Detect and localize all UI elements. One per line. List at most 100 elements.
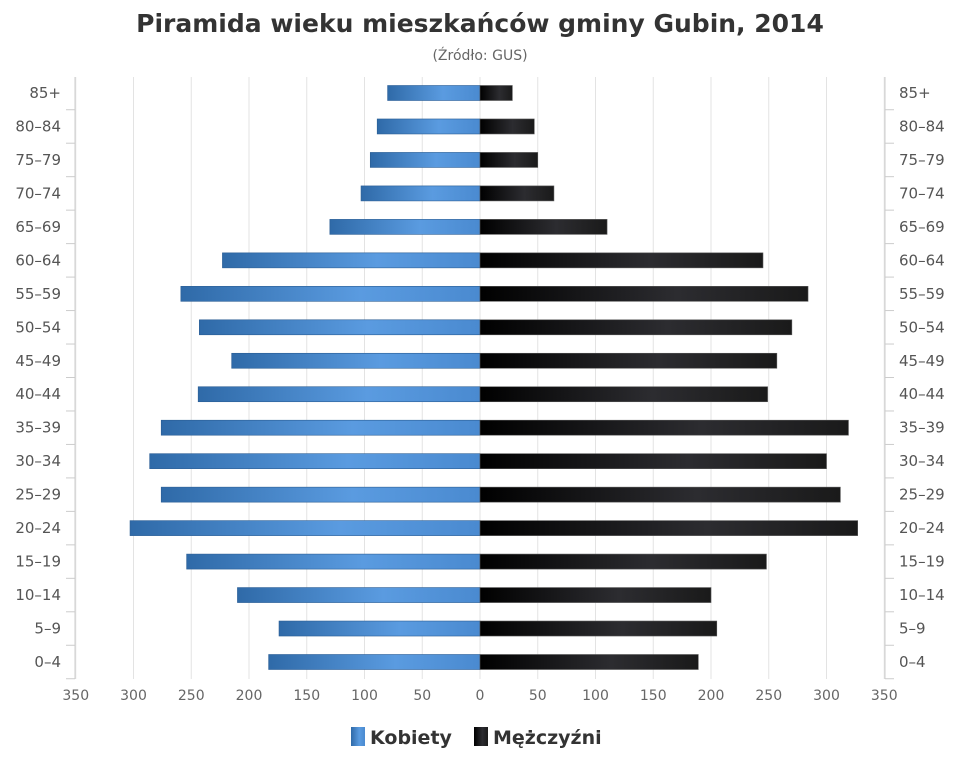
category-label-left: 55–59 — [15, 285, 61, 303]
category-label-right: 15–19 — [899, 553, 945, 571]
bar-kobiety-15-19 — [186, 553, 481, 570]
legend-swatch-mezczyzni — [474, 727, 488, 746]
bar-mezczyzni-25-29 — [479, 486, 841, 503]
bar-kobiety-75-79 — [369, 152, 481, 168]
bar-mezczyzni-55-59 — [479, 286, 809, 302]
x-tick-label: 200 — [236, 688, 263, 704]
bar-mezczyzni-40-44 — [479, 386, 768, 403]
category-label-right: 5–9 — [899, 620, 926, 638]
bar-mezczyzni-45-49 — [479, 352, 778, 369]
legend-swatch-kobiety — [351, 727, 365, 746]
category-label-left: 35–39 — [15, 419, 61, 437]
category-label-left: 10–14 — [15, 586, 61, 604]
category-label-left: 50–54 — [15, 318, 61, 336]
x-tick-label: 0 — [476, 688, 485, 704]
x-axis-ticks: 350 300 250 200 150 100 50 0 50 100 150 200 250 300 35… — [62, 688, 897, 704]
category-label-right: 25–29 — [899, 486, 945, 504]
bar-kobiety-60-64 — [222, 252, 481, 269]
legend: Kobiety Mężczyźni — [351, 727, 602, 749]
category-label-left: 45–49 — [15, 352, 61, 370]
category-label-right: 0–4 — [899, 653, 926, 671]
category-label-left: 70–74 — [15, 184, 61, 202]
x-tick-label: 200 — [698, 688, 725, 704]
category-label-left: 60–64 — [15, 251, 61, 269]
bar-kobiety-30-34 — [149, 453, 481, 469]
bar-mezczyzni-75-79 — [479, 152, 539, 168]
bar-kobiety-65-69 — [329, 219, 481, 235]
category-label-right: 35–39 — [899, 419, 945, 437]
x-tick-label: 350 — [871, 688, 898, 704]
category-label-right: 80–84 — [899, 117, 945, 135]
bar-mezczyzni-85+ — [479, 85, 513, 101]
bar-kobiety-40-44 — [197, 386, 481, 403]
bar-mezczyzni-65-69 — [479, 219, 608, 235]
x-tick-label: 100 — [351, 688, 378, 704]
bar-kobiety-70-74 — [360, 185, 481, 202]
bar-kobiety-80-84 — [376, 118, 481, 135]
category-label-right: 45–49 — [899, 352, 945, 370]
bar-mezczyzni-5-9 — [479, 620, 718, 637]
bar-mezczyzni-80-84 — [479, 118, 535, 135]
category-label-left: 85+ — [29, 84, 61, 102]
bar-mezczyzni-0-4 — [479, 654, 699, 670]
bar-mezczyzni-30-34 — [479, 453, 827, 469]
bar-kobiety-5-9 — [278, 620, 481, 637]
bar-kobiety-55-59 — [180, 286, 481, 302]
legend-label-kobiety: Kobiety — [370, 727, 453, 749]
category-label-right: 70–74 — [899, 184, 945, 202]
bar-mezczyzni-35-39 — [479, 419, 849, 436]
category-label-right: 65–69 — [899, 218, 945, 236]
chart-subtitle: (Źródło: GUS) — [432, 46, 527, 64]
category-label-right: 60–64 — [899, 251, 945, 269]
category-label-left: 80–84 — [15, 117, 61, 135]
category-label-left: 5–9 — [34, 620, 61, 638]
category-label-right: 75–79 — [899, 151, 945, 169]
category-label-left: 15–19 — [15, 553, 61, 571]
bar-kobiety-0-4 — [268, 654, 481, 670]
bar-mezczyzni-70-74 — [479, 185, 555, 202]
x-tick-label: 150 — [293, 688, 320, 704]
bar-kobiety-35-39 — [160, 419, 481, 436]
bar-kobiety-85+ — [387, 85, 481, 101]
category-label-left: 65–69 — [15, 218, 61, 236]
x-tick-label: 150 — [640, 688, 667, 704]
x-tick-label: 300 — [120, 688, 147, 704]
bar-mezczyzni-20-24 — [479, 520, 858, 536]
x-tick-label: 300 — [813, 688, 840, 704]
legend-item-mezczyzni[interactable]: Mężczyźni — [474, 727, 602, 749]
category-label-right: 20–24 — [899, 519, 945, 537]
category-label-left: 25–29 — [15, 486, 61, 504]
bar-mezczyzni-50-54 — [479, 319, 793, 336]
x-tick-label: 50 — [529, 688, 547, 704]
legend-label-mezczyzni: Mężczyźni — [493, 727, 602, 749]
x-tick-label: 250 — [178, 688, 205, 704]
bar-mezczyzni-15-19 — [479, 553, 767, 570]
category-label-left: 20–24 — [15, 519, 61, 537]
category-label-left: 40–44 — [15, 385, 61, 403]
x-tick-label: 250 — [755, 688, 782, 704]
bar-kobiety-20-24 — [129, 520, 481, 536]
bar-kobiety-45-49 — [231, 352, 481, 369]
gridlines — [66, 77, 894, 680]
bars — [129, 85, 858, 670]
category-label-right: 55–59 — [899, 285, 945, 303]
bar-kobiety-50-54 — [199, 319, 481, 336]
chart-title: Piramida wieku mieszkańców gminy Gubin, … — [136, 9, 824, 38]
category-label-left: 75–79 — [15, 151, 61, 169]
x-tick-label: 50 — [413, 688, 431, 704]
category-label-right: 85+ — [899, 84, 931, 102]
bar-mezczyzni-10-14 — [479, 587, 712, 603]
category-label-left: 0–4 — [34, 653, 61, 671]
x-tick-label: 100 — [582, 688, 609, 704]
bar-kobiety-25-29 — [160, 486, 481, 503]
category-label-right: 50–54 — [899, 318, 945, 336]
category-label-right: 10–14 — [899, 586, 945, 604]
bar-kobiety-10-14 — [237, 587, 481, 603]
x-tick-label: 350 — [62, 688, 89, 704]
legend-item-kobiety[interactable]: Kobiety — [351, 727, 453, 749]
category-label-right: 30–34 — [899, 452, 945, 470]
category-label-right: 40–44 — [899, 385, 945, 403]
category-label-left: 30–34 — [15, 452, 61, 470]
bar-mezczyzni-60-64 — [479, 252, 764, 269]
